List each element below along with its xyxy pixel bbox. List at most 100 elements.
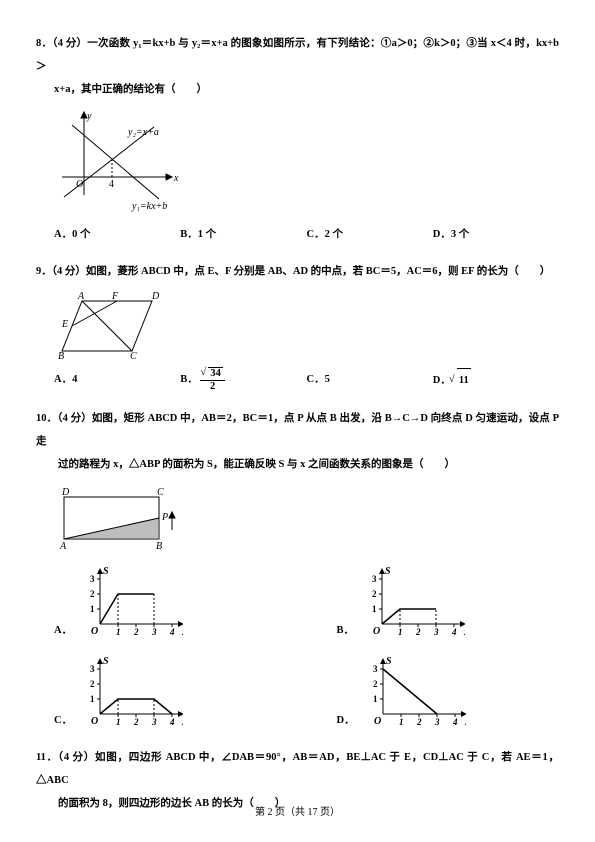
q11-stem: 11．（4 分）如图，四边形 ABCD 中，∠DAB＝90°，AB＝AD，BE⊥… bbox=[36, 746, 559, 792]
svg-text:2: 2 bbox=[373, 679, 378, 689]
svg-text:3: 3 bbox=[151, 627, 157, 637]
svg-text:x: x bbox=[464, 717, 466, 728]
q10-opt-a-cell: A． 1234123OSx bbox=[54, 562, 277, 642]
svg-text:1: 1 bbox=[373, 694, 378, 704]
svg-text:4: 4 bbox=[169, 627, 175, 637]
q10-chart-d: 1234123OSx bbox=[361, 652, 466, 732]
label-C: C bbox=[130, 351, 137, 361]
label-D2: D bbox=[61, 487, 70, 498]
svg-text:S: S bbox=[103, 656, 109, 667]
svg-text:O: O bbox=[374, 716, 381, 727]
svg-text:O: O bbox=[91, 716, 98, 727]
svg-text:4: 4 bbox=[451, 627, 457, 637]
label-B: B bbox=[58, 351, 64, 361]
label-E: E bbox=[61, 319, 68, 330]
svg-text:2: 2 bbox=[372, 589, 377, 599]
q10-opt-d-label: D． bbox=[337, 709, 355, 732]
q10-stem2: 过的路程为 x，△ABP 的面积为 S，能正确反映 S 与 x 之间函数关系的图… bbox=[36, 453, 559, 476]
q9-b-frac: 34 2 bbox=[200, 367, 225, 392]
question-9: 9．（4 分）如图，菱形 ABCD 中，点 E、F 分别是 AB、AD 的中点，… bbox=[36, 260, 559, 392]
svg-text:3: 3 bbox=[372, 574, 377, 584]
q10-opt-b-label: B． bbox=[337, 619, 355, 642]
svg-text:2: 2 bbox=[415, 627, 421, 637]
q9-figure: A D B C E F bbox=[54, 289, 559, 361]
svg-text:S: S bbox=[385, 566, 391, 577]
q9-number: 9．（4 分） bbox=[36, 266, 86, 277]
q8-stem2: x+a，其中正确的结论有（ ） bbox=[36, 78, 559, 101]
y-axis-label: y bbox=[86, 111, 92, 122]
x-tick-4: 4 bbox=[109, 179, 114, 190]
q8-opt-b: B．1 个 bbox=[180, 223, 306, 246]
svg-text:1: 1 bbox=[399, 717, 404, 727]
q10-opt-d-cell: D． 1234123OSx bbox=[337, 652, 560, 732]
q9-opt-b: B． 34 2 bbox=[180, 367, 306, 392]
question-10: 10．（4 分）如图，矩形 ABCD 中，AB＝2，BC＝1，点 P 从点 B … bbox=[36, 407, 559, 732]
svg-text:x: x bbox=[181, 717, 183, 728]
svg-text:S: S bbox=[103, 566, 109, 577]
q9-options: A．4 B． 34 2 C．5 D．11 bbox=[36, 367, 559, 392]
q8-opt-c: C．2 个 bbox=[307, 223, 433, 246]
q8-graph-svg: y x O 4 y₂=x+a y₁=kx+b bbox=[54, 107, 189, 217]
q10-text2: 过的路程为 x，△ABP 的面积为 S，能正确反映 S 与 x 之间函数关系的图… bbox=[58, 459, 455, 470]
svg-text:3: 3 bbox=[90, 664, 95, 674]
svg-text:x: x bbox=[181, 627, 183, 638]
q10-number: 10．（4 分） bbox=[36, 413, 92, 424]
q9-opt-c: C．5 bbox=[307, 368, 433, 391]
line1-label: y₂=x+a bbox=[127, 127, 159, 138]
q9-opt-a: A．4 bbox=[54, 368, 180, 391]
q8-stem: 8．（4 分）一次函数 y₁＝kx+b 与 y₂＝x+a 的图象如图所示，有下列… bbox=[36, 32, 559, 78]
q9-b-den: 2 bbox=[200, 381, 225, 393]
q9-opt-d: D．11 bbox=[433, 368, 559, 392]
q9-d-val: 11 bbox=[457, 368, 471, 392]
q10-chart-a: 1234123OSx bbox=[78, 562, 183, 642]
q8-text2: x+a，其中正确的结论有（ ） bbox=[54, 84, 207, 95]
q9-stem: 9．（4 分）如图，菱形 ABCD 中，点 E、F 分别是 AB、AD 的中点，… bbox=[36, 260, 559, 283]
svg-text:1: 1 bbox=[398, 627, 403, 637]
label-B2: B bbox=[156, 541, 162, 552]
svg-text:3: 3 bbox=[90, 574, 95, 584]
svg-text:1: 1 bbox=[116, 717, 121, 727]
label-F: F bbox=[111, 291, 119, 302]
x-axis-label: x bbox=[173, 173, 179, 184]
svg-text:O: O bbox=[91, 626, 98, 637]
q10-opt-c-label: C． bbox=[54, 709, 72, 732]
line2-label: y₁=kx+b bbox=[131, 201, 167, 212]
svg-text:1: 1 bbox=[372, 604, 377, 614]
svg-text:3: 3 bbox=[434, 717, 440, 727]
q8-opt-a: A．0 个 bbox=[54, 223, 180, 246]
label-D: D bbox=[151, 291, 160, 302]
sqrt-icon: 34 bbox=[202, 367, 223, 380]
q10-text1: 如图，矩形 ABCD 中，AB＝2，BC＝1，点 P 从点 B 出发，沿 B→C… bbox=[36, 413, 559, 447]
q10-opt-c-cell: C． 1234123OSx bbox=[54, 652, 277, 732]
svg-text:2: 2 bbox=[90, 679, 95, 689]
q10-stem: 10．（4 分）如图，矩形 ABCD 中，AB＝2，BC＝1，点 P 从点 B … bbox=[36, 407, 559, 453]
q8-text1: 一次函数 y₁＝kx+b 与 y₂＝x+a 的图象如图所示，有下列结论：①a＞0… bbox=[36, 38, 559, 72]
svg-text:4: 4 bbox=[169, 717, 175, 727]
q8-number: 8．（4 分） bbox=[36, 38, 87, 49]
q10-opt-a-label: A． bbox=[54, 619, 72, 642]
q9-b-prefix: B． bbox=[180, 374, 198, 385]
label-P: P bbox=[161, 512, 168, 523]
q9-graph-svg: A D B C E F bbox=[54, 289, 174, 361]
q8-opt-d: D．3 个 bbox=[433, 223, 559, 246]
svg-text:x: x bbox=[463, 627, 465, 638]
q10-options-grid: A． 1 2 3 4 1 2 3 O Sx B． 1 2 3 4 1 2 3 O Sx C． 1 2 3 4 1 2 3 O S… bbox=[54, 562, 559, 732]
label-A2: A bbox=[59, 541, 67, 552]
q8-figure: y x O 4 y₂=x+a y₁=kx+b bbox=[54, 107, 559, 217]
q11-text1: 如图，四边形 ABCD 中，∠DAB＝90°，AB＝AD，BE⊥AC 于 E，C… bbox=[36, 752, 559, 786]
q8-options: A．0 个 B．1 个 C．2 个 D．3 个 bbox=[36, 223, 559, 246]
svg-text:2: 2 bbox=[90, 589, 95, 599]
svg-text:3: 3 bbox=[373, 664, 378, 674]
svg-text:1: 1 bbox=[90, 694, 95, 704]
label-C2: C bbox=[157, 487, 164, 498]
q10-chart-c: 1234123OSx bbox=[78, 652, 183, 732]
svg-text:3: 3 bbox=[151, 717, 157, 727]
svg-text:1: 1 bbox=[90, 604, 95, 614]
label-A: A bbox=[77, 291, 85, 302]
q11-number: 11．（4 分） bbox=[36, 752, 95, 763]
sqrt-icon-2: 11 bbox=[451, 368, 471, 392]
question-8: 8．（4 分）一次函数 y₁＝kx+b 与 y₂＝x+a 的图象如图所示，有下列… bbox=[36, 32, 559, 246]
svg-text:2: 2 bbox=[416, 717, 422, 727]
page-footer: 第 2 页（共 17 页） bbox=[0, 802, 595, 824]
q10-rect-svg: D C A B P bbox=[54, 482, 199, 552]
